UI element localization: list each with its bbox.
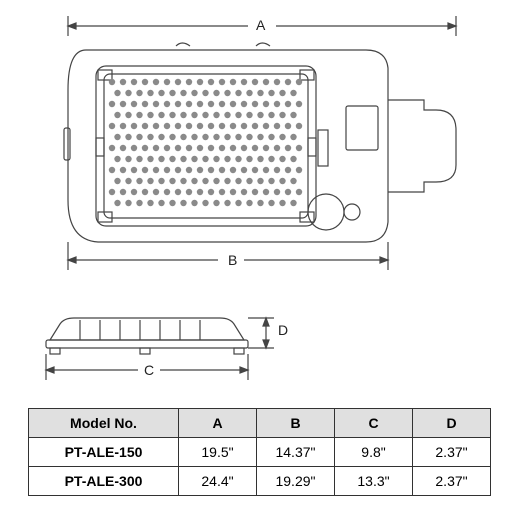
col-a: A — [179, 409, 257, 438]
side-view-diagram — [20, 296, 300, 396]
col-model: Model No. — [29, 409, 179, 438]
dim-label-b: B — [228, 252, 237, 268]
top-view-diagram — [26, 10, 486, 290]
dim-label-a: A — [256, 17, 265, 33]
col-b: B — [257, 409, 335, 438]
col-c: C — [335, 409, 413, 438]
spec-table: Model No. A B C D PT-ALE-150 19.5" 14.37… — [28, 408, 491, 496]
col-d: D — [413, 409, 491, 438]
table-row: PT-ALE-150 19.5" 14.37" 9.8" 2.37" — [29, 438, 491, 467]
dim-label-c: C — [144, 362, 154, 378]
table-header-row: Model No. A B C D — [29, 409, 491, 438]
page: A B C D Model No. A B C D PT-ALE-150 19.… — [0, 0, 512, 512]
table-row: PT-ALE-300 24.4" 19.29" 13.3" 2.37" — [29, 467, 491, 496]
dim-label-d: D — [278, 322, 288, 338]
